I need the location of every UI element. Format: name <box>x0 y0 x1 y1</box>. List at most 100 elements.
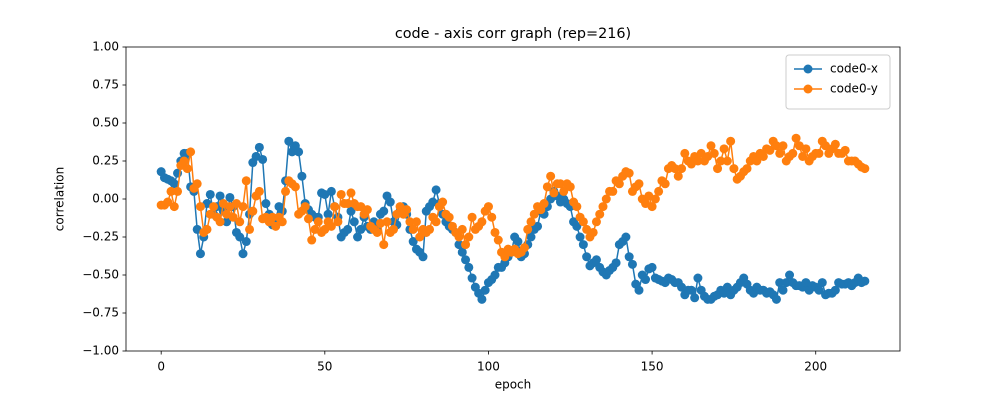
point <box>382 217 392 227</box>
x-tick-label: 50 <box>317 360 332 374</box>
point <box>814 148 824 158</box>
point <box>529 209 539 219</box>
point <box>814 285 824 295</box>
point <box>267 212 277 222</box>
point <box>647 262 657 272</box>
point <box>830 139 840 149</box>
point <box>588 227 598 237</box>
point <box>722 156 732 166</box>
point <box>467 212 477 222</box>
point <box>624 252 634 262</box>
point <box>791 133 801 143</box>
point <box>392 209 402 219</box>
point <box>402 205 412 215</box>
point <box>693 156 703 166</box>
legend-label: code0-x <box>830 62 878 76</box>
point <box>621 232 631 242</box>
y-tick-label: −0.75 <box>82 306 119 320</box>
y-tick-label: 1.00 <box>92 40 119 54</box>
point <box>533 221 543 231</box>
point <box>680 148 690 158</box>
point <box>483 202 493 212</box>
point <box>245 224 255 234</box>
point <box>173 186 183 196</box>
point <box>729 164 739 174</box>
point <box>775 278 785 288</box>
point <box>353 232 363 242</box>
point <box>238 249 248 259</box>
point <box>719 144 729 154</box>
point <box>254 142 264 152</box>
point <box>169 202 179 212</box>
point <box>464 262 474 272</box>
point <box>166 186 176 196</box>
point <box>706 141 716 151</box>
point <box>346 206 356 216</box>
y-tick-label: −1.00 <box>82 344 119 358</box>
point <box>559 186 569 196</box>
point <box>778 285 788 295</box>
point <box>323 209 333 219</box>
point <box>598 202 608 212</box>
point <box>654 186 664 196</box>
point <box>346 188 356 198</box>
point <box>578 217 588 227</box>
point <box>330 202 340 212</box>
point <box>444 212 454 222</box>
point <box>241 237 251 247</box>
point <box>677 164 687 174</box>
point <box>454 240 464 250</box>
point <box>438 197 448 207</box>
y-tick-label: 0.75 <box>92 78 119 92</box>
y-axis-label: correlation <box>53 167 67 231</box>
point <box>281 186 291 196</box>
point <box>467 273 477 283</box>
point <box>461 255 471 265</box>
point <box>526 217 536 227</box>
y-tick-label: −0.50 <box>82 268 119 282</box>
point <box>202 224 212 234</box>
point <box>670 164 680 174</box>
point <box>614 179 624 189</box>
point <box>624 168 634 178</box>
point <box>775 148 785 158</box>
point <box>591 255 601 265</box>
point <box>222 217 232 227</box>
point <box>294 147 304 157</box>
point <box>490 227 500 237</box>
point <box>693 273 703 283</box>
point <box>752 156 762 166</box>
point <box>349 217 359 227</box>
point <box>798 151 808 161</box>
point <box>595 209 605 219</box>
point <box>549 188 559 198</box>
point <box>408 237 418 247</box>
point <box>765 145 775 155</box>
point <box>565 182 575 192</box>
point <box>539 199 549 209</box>
point <box>575 232 585 242</box>
y-tick-label: 0.25 <box>92 154 119 168</box>
point <box>385 197 395 207</box>
point <box>771 294 781 304</box>
point <box>179 156 189 166</box>
point <box>238 202 248 212</box>
point <box>487 212 497 222</box>
point <box>647 202 657 212</box>
point <box>673 171 683 181</box>
point <box>611 258 621 268</box>
point <box>405 217 415 227</box>
point <box>788 148 798 158</box>
point <box>572 221 582 231</box>
point <box>307 235 317 245</box>
point <box>290 182 300 192</box>
point <box>326 186 336 196</box>
point <box>608 186 618 196</box>
point <box>716 156 726 166</box>
x-tick-label: 0 <box>157 360 165 374</box>
y-tick-label: −0.25 <box>82 230 119 244</box>
point <box>781 278 791 288</box>
legend-label: code0-y <box>830 82 878 96</box>
point <box>742 164 752 174</box>
point <box>261 199 271 209</box>
